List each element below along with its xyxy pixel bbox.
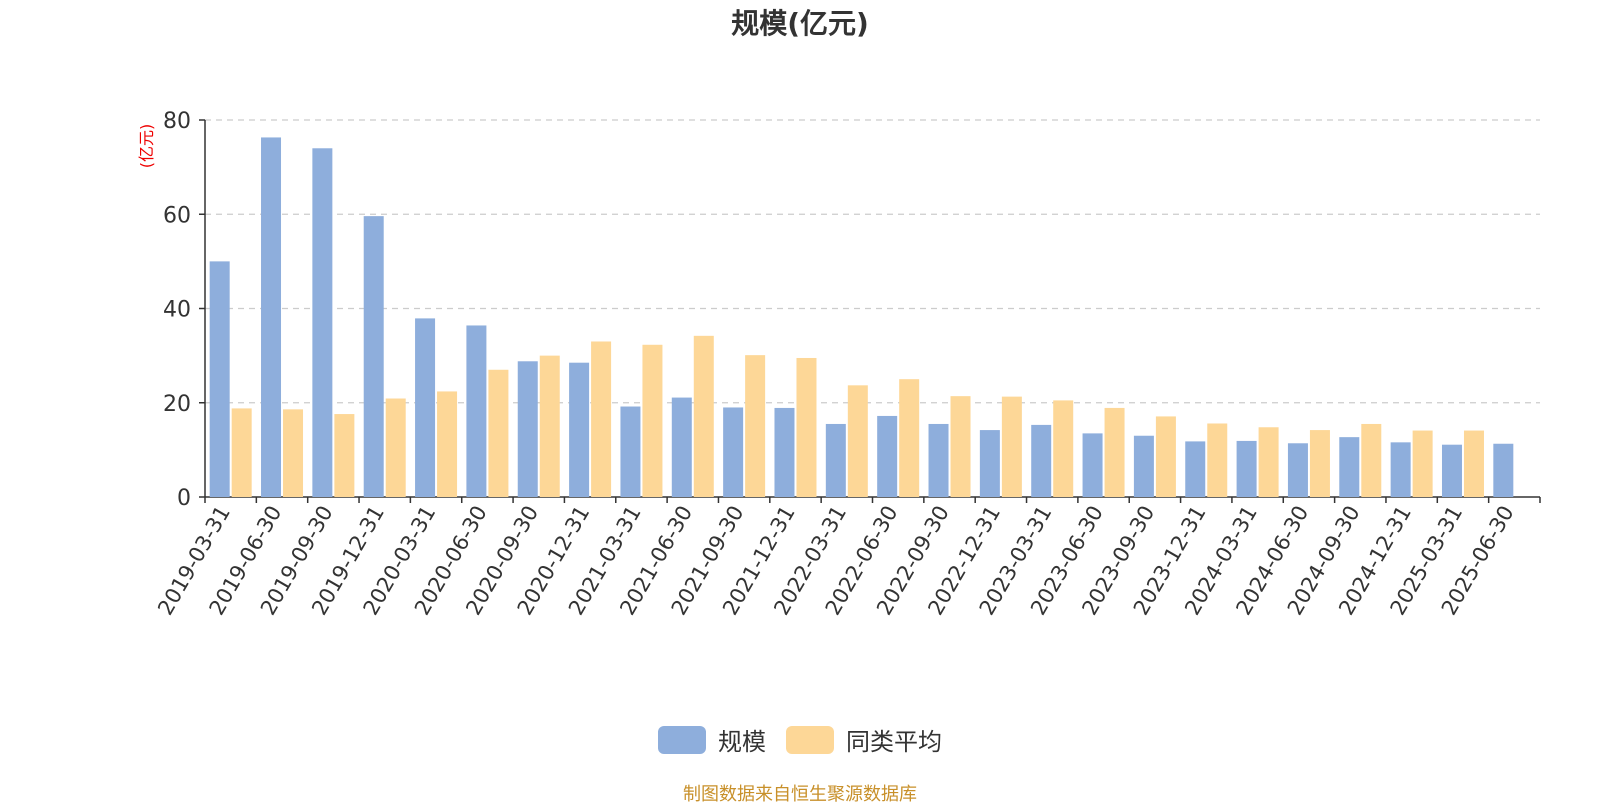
- bar-scale: [517, 361, 538, 497]
- bar-scale: [620, 406, 641, 497]
- bar-scale: [825, 423, 846, 497]
- bar-scale: [979, 430, 1000, 497]
- bar-scale: [312, 148, 333, 497]
- legend-swatch-peer-average: [786, 725, 834, 754]
- bar-peer-average: [1207, 423, 1228, 497]
- legend-label-scale: 规模: [718, 728, 766, 756]
- bar-scale: [1082, 433, 1103, 497]
- bar-peer-average: [847, 385, 868, 497]
- bar-peer-average: [1001, 396, 1022, 497]
- bar-peer-average: [1361, 423, 1382, 497]
- bar-peer-average: [796, 357, 817, 497]
- bar-scale: [1236, 440, 1257, 497]
- bar-scale: [1185, 441, 1206, 497]
- bar-peer-average: [642, 344, 663, 497]
- bar-peer-average: [231, 408, 252, 497]
- y-tick-label: 20: [163, 392, 191, 417]
- bar-scale: [363, 216, 384, 497]
- bar-peer-average: [1053, 400, 1074, 497]
- bar-scale: [877, 415, 898, 497]
- legend-label-peer-average: 同类平均: [846, 728, 942, 756]
- y-tick-label: 40: [163, 298, 191, 323]
- bar-scale: [1390, 442, 1411, 497]
- chart-title: 规模(亿元): [731, 7, 869, 40]
- bar-peer-average: [1463, 430, 1484, 497]
- y-tick-label: 0: [177, 486, 191, 511]
- bar-scale: [415, 318, 436, 497]
- bar-scale: [928, 423, 949, 497]
- bar-scale: [466, 325, 487, 497]
- bar-peer-average: [1104, 407, 1125, 497]
- bar-scale: [723, 407, 744, 497]
- bar-scale: [1441, 444, 1462, 497]
- bar-scale: [1287, 443, 1308, 497]
- bar-peer-average: [1309, 430, 1330, 497]
- bar-peer-average: [283, 409, 304, 497]
- data-source-note: 制图数据来自恒生聚源数据库: [683, 784, 917, 805]
- bar-peer-average: [899, 379, 920, 497]
- y-tick-label: 60: [163, 203, 191, 228]
- bar-peer-average: [745, 355, 766, 497]
- bar-peer-average: [385, 398, 406, 497]
- bar-peer-average: [591, 341, 612, 497]
- bar-peer-average: [334, 414, 355, 497]
- legend: 规模 同类平均: [0, 722, 1600, 757]
- bar-peer-average: [1258, 427, 1279, 497]
- bar-peer-average: [437, 391, 458, 497]
- legend-item-peer-average[interactable]: 同类平均: [786, 722, 942, 757]
- bar-scale: [774, 407, 795, 497]
- bar-scale: [1339, 437, 1360, 497]
- y-tick-label: 80: [163, 109, 191, 134]
- bar-scale: [209, 261, 230, 497]
- bar-scale: [671, 397, 692, 497]
- bar-peer-average: [693, 335, 714, 497]
- bar-peer-average: [539, 355, 560, 497]
- legend-item-scale[interactable]: 规模: [658, 722, 766, 757]
- bar-peer-average: [950, 396, 971, 497]
- bar-scale: [569, 362, 590, 497]
- bar-scale: [1133, 435, 1154, 497]
- legend-swatch-scale: [658, 725, 706, 754]
- bar-scale: [1493, 443, 1514, 497]
- bar-scale: [1031, 424, 1052, 497]
- bar-peer-average: [1155, 416, 1176, 497]
- bar-peer-average: [1412, 430, 1433, 497]
- bar-peer-average: [488, 369, 509, 497]
- bar-scale: [261, 137, 282, 497]
